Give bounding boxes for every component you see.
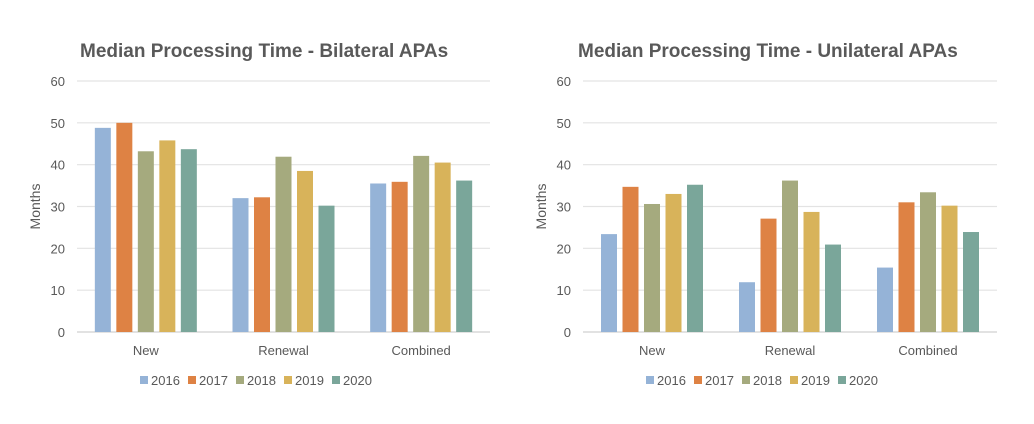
- y-tick-label: 30: [51, 200, 65, 215]
- bar-2020-combined: [456, 180, 473, 332]
- bar-2018-renewal: [782, 180, 798, 332]
- legend-swatch: [790, 376, 798, 384]
- legend-swatch: [332, 376, 340, 384]
- x-category-label: Renewal: [765, 343, 816, 358]
- legend-swatch: [140, 376, 148, 384]
- legend-swatch: [284, 376, 292, 384]
- legend-swatch: [694, 376, 702, 384]
- legend-label: 2019: [295, 373, 324, 388]
- bar-2020-combined: [963, 232, 979, 332]
- bar-2019-new: [665, 193, 682, 332]
- bar-2019-renewal: [803, 211, 820, 332]
- y-tick-label: 40: [557, 158, 571, 173]
- bar-2018-new: [137, 151, 154, 332]
- bar-2016-combined: [877, 267, 893, 332]
- y-tick-label: 50: [51, 116, 65, 131]
- legend-label: 2018: [247, 373, 276, 388]
- bar-2019-new: [159, 140, 176, 332]
- y-tick-label: 60: [51, 74, 65, 89]
- bar-2016-new: [601, 234, 617, 332]
- bar-2016-combined: [370, 183, 387, 332]
- legend-swatch: [838, 376, 846, 384]
- bar-2017-renewal: [760, 218, 777, 332]
- bar-2017-new: [116, 122, 133, 332]
- bar-2020-new: [180, 149, 197, 332]
- y-tick-label: 0: [58, 325, 65, 340]
- x-category-label: New: [639, 343, 666, 358]
- legend-label: 2019: [801, 373, 830, 388]
- chart-2: Median Processing Time - Unilateral APAs…: [533, 41, 997, 388]
- bar-2017-combined: [898, 202, 915, 332]
- bar-2019-combined: [941, 205, 958, 332]
- bar-2018-new: [644, 203, 660, 332]
- y-tick-label: 20: [557, 241, 571, 256]
- bar-2018-renewal: [275, 156, 292, 332]
- bar-2018-combined: [413, 155, 430, 332]
- y-tick-label: 50: [557, 116, 571, 131]
- legend-swatch: [646, 376, 654, 384]
- y-axis-label: Months: [27, 184, 43, 230]
- x-category-label: Combined: [898, 343, 957, 358]
- bar-2020-renewal: [318, 205, 335, 332]
- bar-2020-renewal: [825, 244, 841, 332]
- legend-swatch: [742, 376, 750, 384]
- bar-2019-renewal: [297, 170, 313, 332]
- bar-2018-combined: [920, 192, 936, 332]
- y-tick-label: 0: [564, 325, 571, 340]
- legend-label: 2016: [657, 373, 686, 388]
- bar-2017-new: [622, 186, 639, 332]
- chart-title: Median Processing Time - Unilateral APAs: [578, 41, 958, 62]
- y-tick-label: 20: [51, 241, 65, 256]
- legend-label: 2020: [849, 373, 878, 388]
- bar-2017-renewal: [254, 197, 270, 332]
- bar-2020-new: [687, 184, 703, 332]
- chart-1: Median Processing Time - Bilateral APAs 0…: [27, 41, 490, 388]
- y-tick-label: 10: [51, 283, 65, 298]
- y-tick-label: 60: [557, 74, 571, 89]
- legend-label: 2018: [753, 373, 782, 388]
- y-tick-label: 10: [557, 283, 571, 298]
- bar-2017-combined: [391, 181, 408, 332]
- y-tick-label: 30: [557, 200, 571, 215]
- y-tick-label: 40: [51, 158, 65, 173]
- legend-swatch: [236, 376, 244, 384]
- chart-title: Median Processing Time - Bilateral APAs: [80, 41, 448, 62]
- legend-label: 2020: [343, 373, 372, 388]
- x-category-label: New: [133, 343, 160, 358]
- legend-label: 2017: [199, 373, 228, 388]
- bar-2016-new: [94, 127, 111, 332]
- x-category-label: Combined: [392, 343, 451, 358]
- legend-label: 2016: [151, 373, 180, 388]
- bar-2016-renewal: [232, 198, 249, 332]
- y-axis-label: Months: [533, 184, 549, 230]
- x-category-label: Renewal: [258, 343, 309, 358]
- legend-swatch: [188, 376, 196, 384]
- bar-2016-renewal: [739, 282, 755, 332]
- bar-2019-combined: [434, 162, 451, 332]
- legend-label: 2017: [705, 373, 734, 388]
